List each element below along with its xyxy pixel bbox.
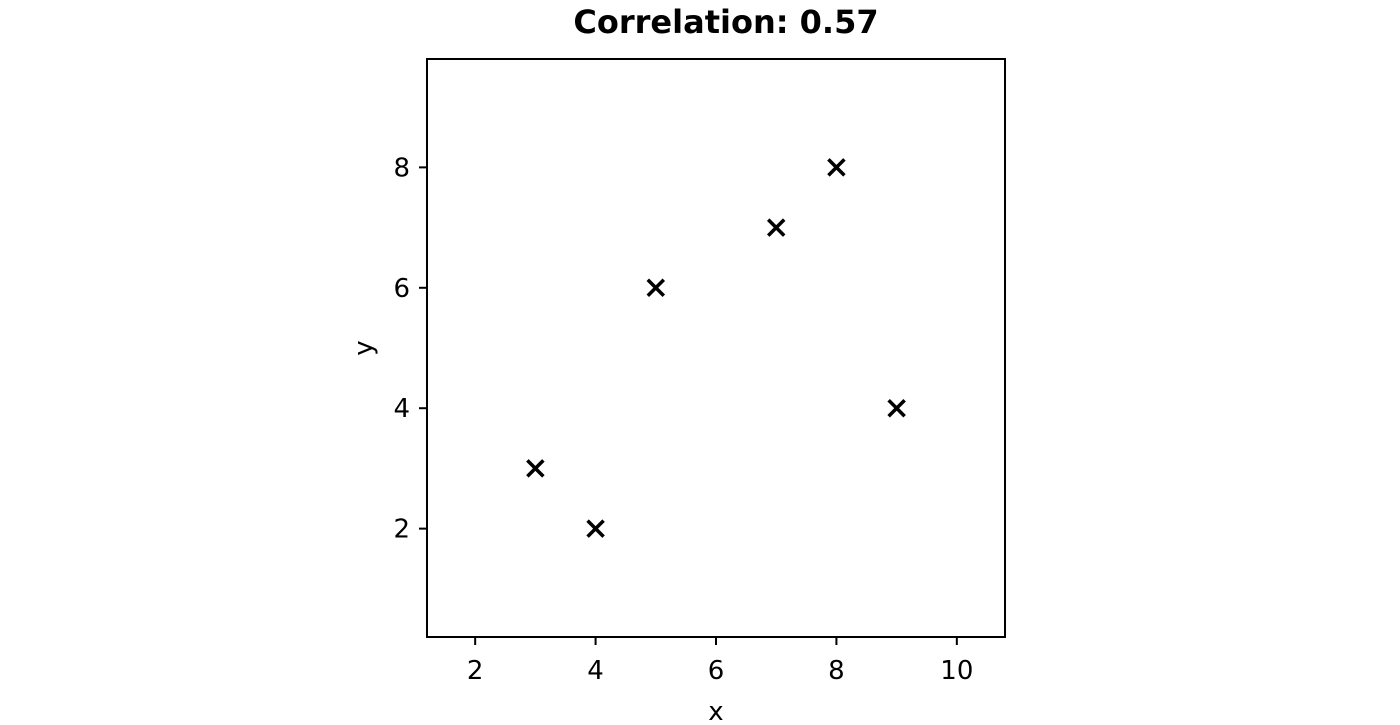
x-tick-label: 8 [828,656,845,686]
y-tick-label: 8 [393,153,410,183]
x-tick-label: 6 [708,656,725,686]
x-axis-label: x [708,697,723,725]
y-tick-label: 6 [393,274,410,304]
data-point [827,158,846,177]
y-tick-label: 2 [393,515,410,545]
data-point [766,218,786,237]
data-point [586,519,605,538]
x-axis-ticks: 2 4 6 8 10 [467,637,973,686]
chart-title: Correlation: 0.57 [573,3,878,41]
data-point [646,278,666,298]
x-tick-label: 2 [467,656,484,686]
y-axis-label: y [349,340,379,355]
y-tick-label: 4 [393,394,410,424]
x-tick-label: 10 [940,656,973,686]
x-tick-label: 4 [587,656,604,686]
y-axis-ticks: 2 4 6 8 [393,153,427,545]
plot-area [426,58,1006,638]
data-point [526,459,545,478]
data-point [887,398,906,418]
data-points [526,158,906,538]
